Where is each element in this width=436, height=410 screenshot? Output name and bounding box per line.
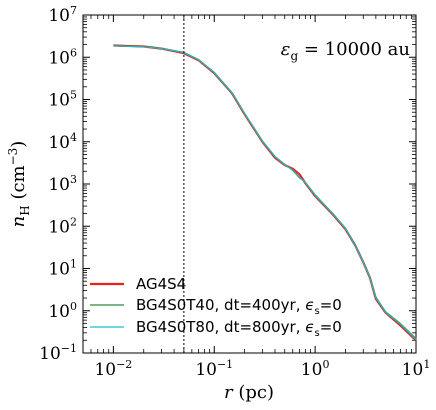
series-line: [113, 45, 417, 339]
legend-label: BG4S0T80, dt=800yr, ϵs=0: [136, 318, 342, 339]
legend-label: AG4S4: [136, 275, 186, 293]
x-axis-label: r (pc): [224, 382, 274, 403]
annotation: εg = 10000 au: [281, 39, 410, 63]
series-line: [113, 45, 417, 340]
x-tick-label: 100: [301, 358, 330, 380]
y-axis-label: nH (cm−3): [6, 141, 32, 228]
x-tick-label: 101: [402, 358, 431, 380]
y-tick-label: 10−1: [39, 342, 77, 364]
x-tick-label: 10−2: [94, 358, 132, 380]
y-tick-label: 104: [48, 131, 77, 153]
y-tick-label: 106: [48, 46, 77, 68]
axis-ticks: 10−2 10−1 100 101 10−1 100 101 102 103 104 105 106 1…: [39, 4, 430, 380]
legend-label: BG4S0T40, dt=400yr, ϵs=0: [136, 296, 342, 317]
y-tick-label: 100: [48, 300, 77, 322]
y-tick-label: 105: [48, 89, 77, 111]
y-tick-label: 102: [48, 215, 77, 237]
x-tick-label: 10−1: [195, 358, 233, 380]
data-series: [113, 44, 417, 342]
y-tick-label: 107: [48, 4, 77, 26]
y-tick-label: 103: [48, 173, 77, 195]
y-tick-label: 101: [48, 258, 77, 280]
